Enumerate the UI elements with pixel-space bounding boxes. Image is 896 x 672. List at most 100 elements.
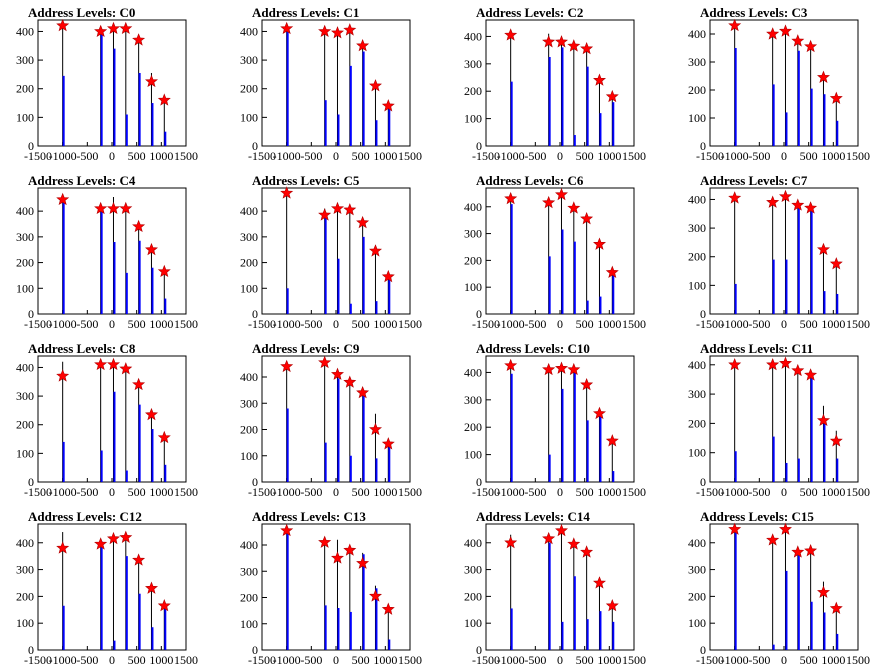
y-tick-label: 0	[252, 475, 258, 489]
panel-title: Address Levels: C0	[28, 5, 135, 20]
x-tick-label: -1000	[49, 317, 77, 331]
x-tick-label: 0	[781, 653, 787, 667]
x-tick-label: 500	[352, 485, 370, 499]
peak-marker	[766, 195, 780, 208]
x-tick-label: 1000	[149, 149, 173, 163]
panel-c11: Address Levels: C11 0 100 200 300 400 -1500-10…	[688, 341, 870, 499]
x-tick-label: -1000	[49, 485, 77, 499]
y-tick-label: 200	[688, 416, 706, 430]
peak-marker	[504, 28, 518, 41]
peak-marker	[356, 215, 370, 229]
panel-c6: Address Levels: C6 0 100 200 300 400 -1500-100…	[464, 173, 646, 331]
peak-marker	[542, 362, 556, 376]
peak-marker	[157, 93, 171, 106]
y-tick-label: 200	[688, 250, 706, 264]
peak-marker	[132, 377, 146, 391]
x-tick-label: 1000	[597, 149, 621, 163]
y-tick-label: 300	[240, 230, 258, 244]
x-tick-label: -500	[76, 317, 98, 331]
peak-marker	[145, 581, 158, 594]
y-tick-label: 400	[16, 536, 34, 550]
y-tick-label: 400	[16, 24, 34, 38]
x-tick-label: 0	[333, 653, 339, 667]
x-tick-label: 0	[109, 149, 115, 163]
y-tick-label: 0	[252, 643, 258, 657]
y-tick-label: 200	[688, 83, 706, 97]
peak-marker	[791, 198, 805, 211]
y-tick-label: 0	[252, 307, 258, 321]
x-tick-label: 1000	[821, 149, 845, 163]
y-tick-label: 0	[476, 475, 482, 489]
peak-marker	[107, 531, 120, 545]
x-tick-label: -1000	[497, 653, 525, 667]
panel-c14: Address Levels: C14 0 100 200 300 400 -1500-10…	[464, 509, 646, 667]
peak-marker	[766, 533, 780, 546]
y-tick-label: 300	[464, 563, 482, 577]
x-tick-label: -500	[300, 485, 322, 499]
peak-marker	[157, 598, 171, 612]
x-tick-label: -1500	[696, 485, 724, 499]
y-tick-label: 100	[240, 110, 258, 124]
peak-marker	[119, 21, 133, 35]
x-tick-label: -1500	[24, 653, 52, 667]
peak-marker	[580, 41, 594, 55]
x-tick-label: -1500	[248, 653, 276, 667]
peak-marker	[356, 556, 370, 569]
y-tick-label: 100	[240, 617, 258, 631]
peak-marker	[132, 219, 146, 233]
peak-marker	[555, 361, 568, 374]
panel-c4: Address Levels: C4 0 100 200 300 400 -1500-100…	[16, 173, 198, 331]
x-tick-label: 500	[128, 149, 146, 163]
x-tick-label: 1500	[174, 149, 198, 163]
x-tick-label: 1500	[174, 317, 198, 331]
x-tick-label: 0	[557, 653, 563, 667]
peak-marker	[280, 186, 294, 199]
y-tick-label: 400	[240, 370, 258, 384]
x-tick-label: 0	[557, 149, 563, 163]
x-tick-label: -1000	[273, 653, 301, 667]
peak-marker	[280, 359, 294, 373]
y-tick-label: 400	[240, 538, 258, 552]
x-tick-label: 1000	[373, 149, 397, 163]
peak-marker	[779, 24, 792, 37]
x-tick-label: -1500	[472, 317, 500, 331]
x-tick-label: 1500	[846, 485, 870, 499]
y-tick-label: 300	[16, 230, 34, 244]
peak-marker	[381, 602, 395, 615]
peak-marker	[369, 589, 382, 602]
x-tick-label: 0	[333, 317, 339, 331]
y-tick-label: 300	[688, 563, 706, 577]
x-tick-label: 1500	[398, 149, 422, 163]
panel-title: Address Levels: C14	[476, 509, 590, 524]
peak-marker	[542, 531, 556, 545]
x-tick-label: -1000	[49, 149, 77, 163]
y-tick-label: 300	[16, 563, 34, 577]
peak-marker	[829, 434, 843, 447]
x-tick-label: 500	[352, 653, 370, 667]
peak-marker	[567, 537, 581, 550]
panel-title: Address Levels: C5	[252, 173, 360, 188]
x-tick-label: -500	[748, 485, 770, 499]
peak-marker	[56, 192, 70, 206]
x-tick-label: 1000	[373, 317, 397, 331]
peak-marker	[157, 264, 171, 278]
x-tick-label: 500	[576, 485, 594, 499]
y-tick-label: 100	[688, 616, 706, 630]
peak-marker	[593, 73, 606, 86]
y-tick-label: 0	[700, 643, 706, 657]
y-tick-label: 400	[688, 27, 706, 41]
x-tick-label: 0	[781, 149, 787, 163]
peak-marker	[817, 585, 830, 598]
x-tick-label: 1500	[174, 485, 198, 499]
y-tick-label: 200	[16, 589, 34, 603]
x-tick-label: -1000	[721, 485, 749, 499]
peak-marker	[567, 201, 581, 214]
x-tick-label: -1500	[472, 149, 500, 163]
x-tick-label: -1500	[248, 149, 276, 163]
x-tick-label: -1000	[721, 317, 749, 331]
y-tick-label: 100	[240, 281, 258, 295]
y-tick-label: 400	[16, 360, 34, 374]
x-tick-label: -1000	[721, 653, 749, 667]
panel-c1: Address Levels: C1 0 100 200 300 400 -1500-100…	[240, 5, 422, 163]
x-tick-label: 500	[800, 485, 818, 499]
